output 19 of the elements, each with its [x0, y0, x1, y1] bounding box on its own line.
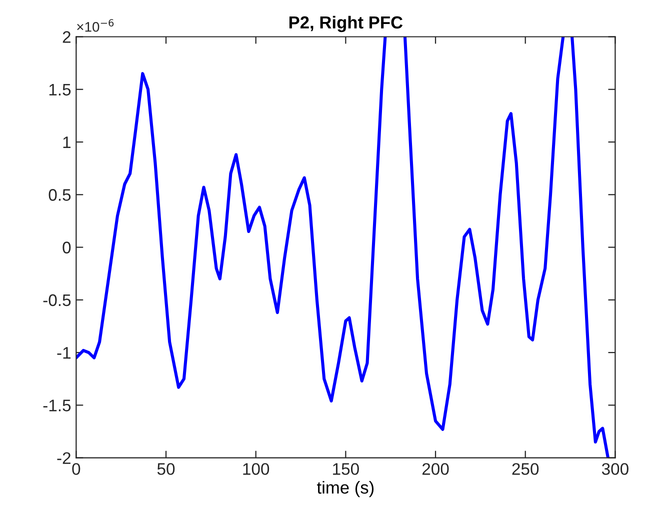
x-tick-label: 50	[157, 463, 175, 475]
x-tick-label: 0	[72, 463, 80, 475]
x-tick-label: 100	[243, 463, 270, 475]
x-tick-label: 200	[422, 463, 449, 475]
y-tick-label: 1.5	[49, 84, 71, 96]
y-tick-label: 0.5	[48, 189, 71, 201]
x-tick-label: 250	[512, 463, 539, 475]
y-tick-label: -0.5	[43, 294, 71, 306]
x-tick-label: 150	[333, 463, 359, 475]
text: ×10$^{−6}$	[77, 19, 114, 32]
y-tick-label: 2	[62, 31, 70, 43]
x-axis-title: time (s)	[317, 480, 374, 498]
x-tick-label: 300	[602, 463, 628, 475]
chart-title: P2, Right PFC	[289, 16, 403, 32]
y-tick-label: -1.5	[43, 400, 71, 412]
y-tick-label: 1	[63, 136, 70, 148]
y-tick-label: 0	[62, 242, 71, 254]
y-tick-label: -1	[57, 347, 70, 359]
y-tick-label: -2	[57, 452, 70, 464]
